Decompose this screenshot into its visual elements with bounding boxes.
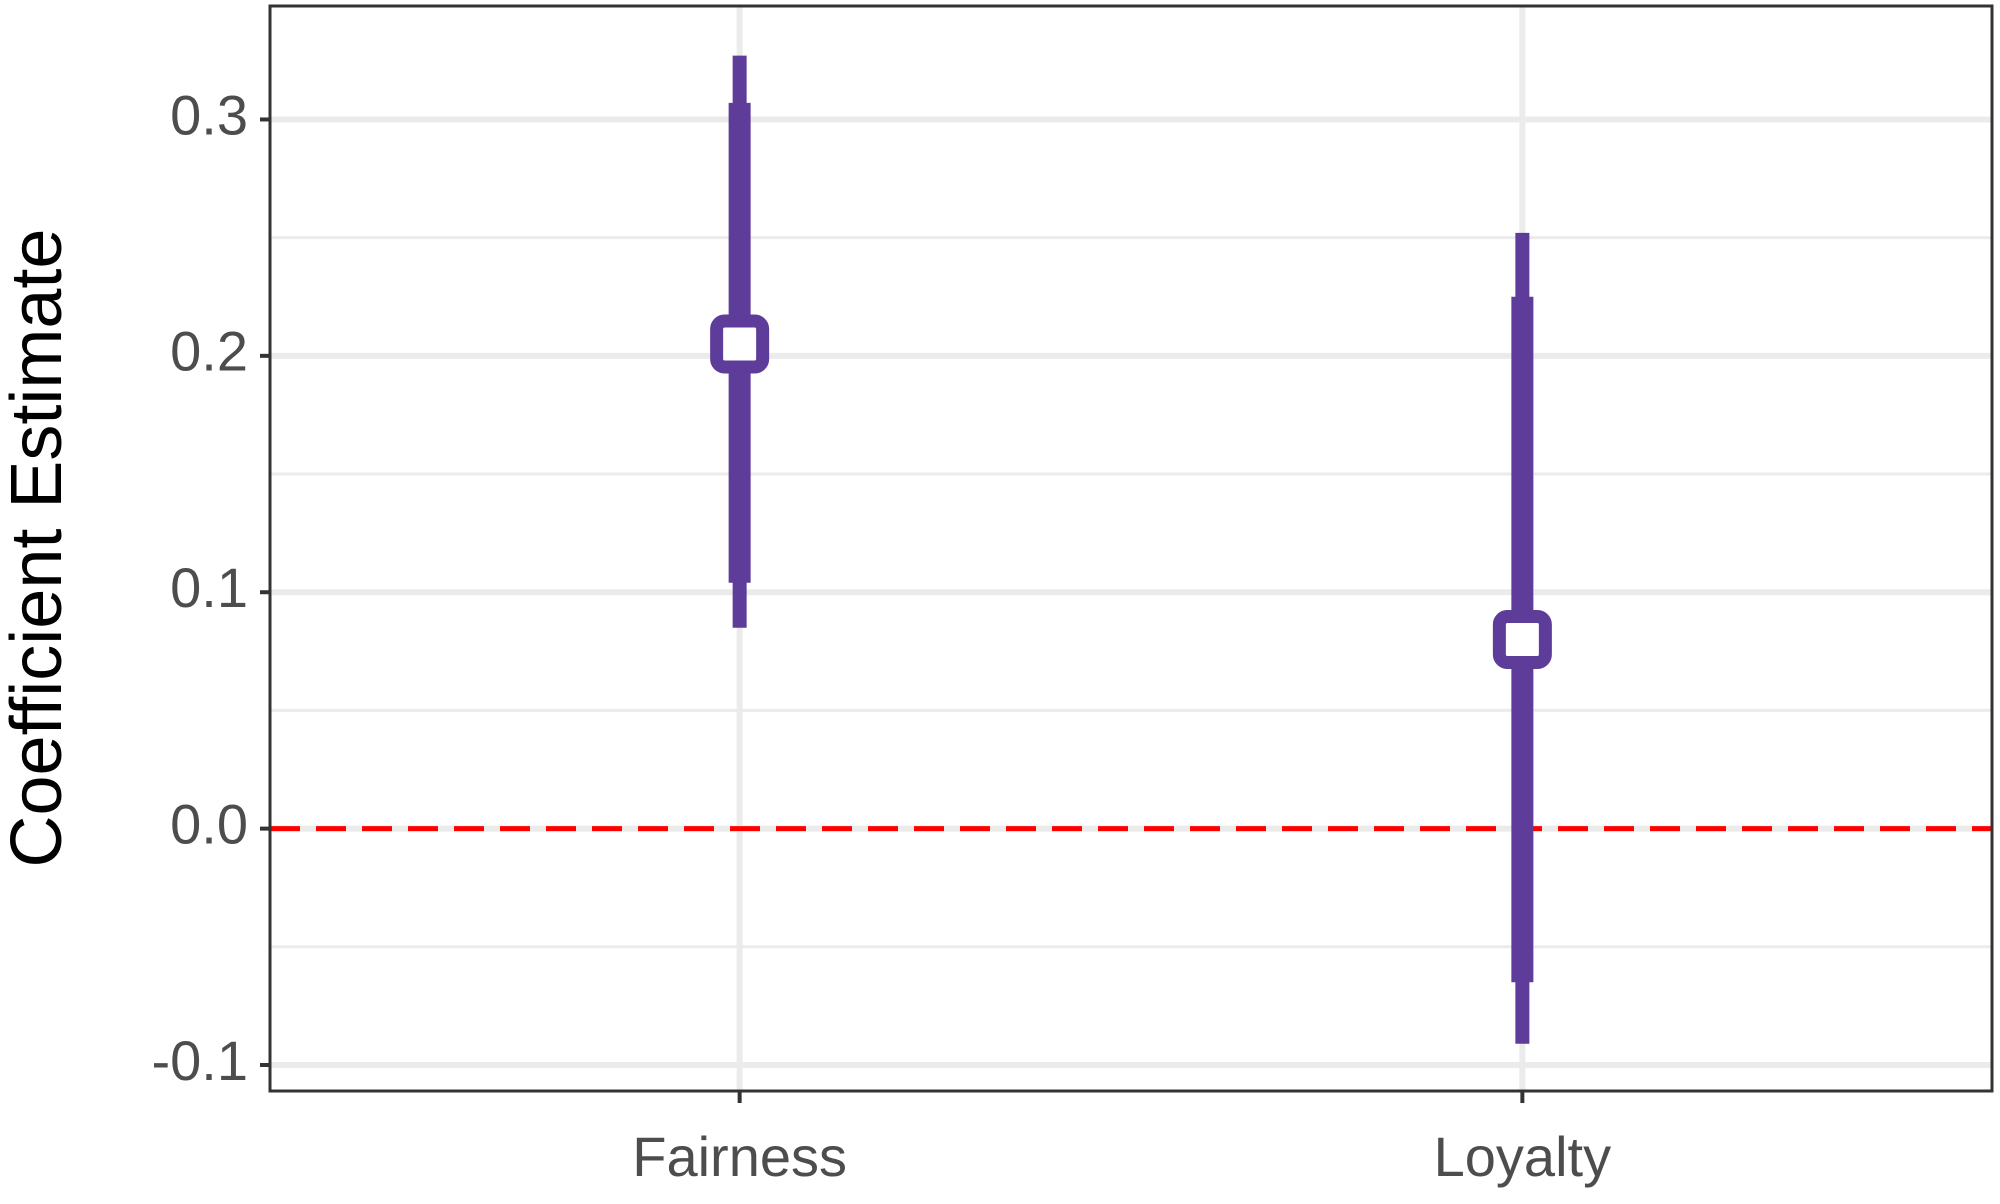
point-estimate	[710, 314, 770, 374]
y-tick-label: -0.1	[152, 1029, 249, 1092]
panel-background	[270, 6, 1992, 1091]
point-estimate	[1492, 610, 1552, 670]
y-tick-label: 0.2	[170, 320, 248, 383]
y-tick-label: 0.3	[170, 83, 248, 146]
y-tick-label: 0.1	[170, 556, 248, 619]
y-tick-label: 0.0	[170, 792, 248, 855]
x-tick-label: Loyalty	[1434, 1125, 1611, 1188]
y-axis-title: Coefficient Estimate	[0, 229, 77, 868]
x-tick-label: Fairness	[632, 1125, 847, 1188]
panel-border	[268, 4, 1994, 1093]
